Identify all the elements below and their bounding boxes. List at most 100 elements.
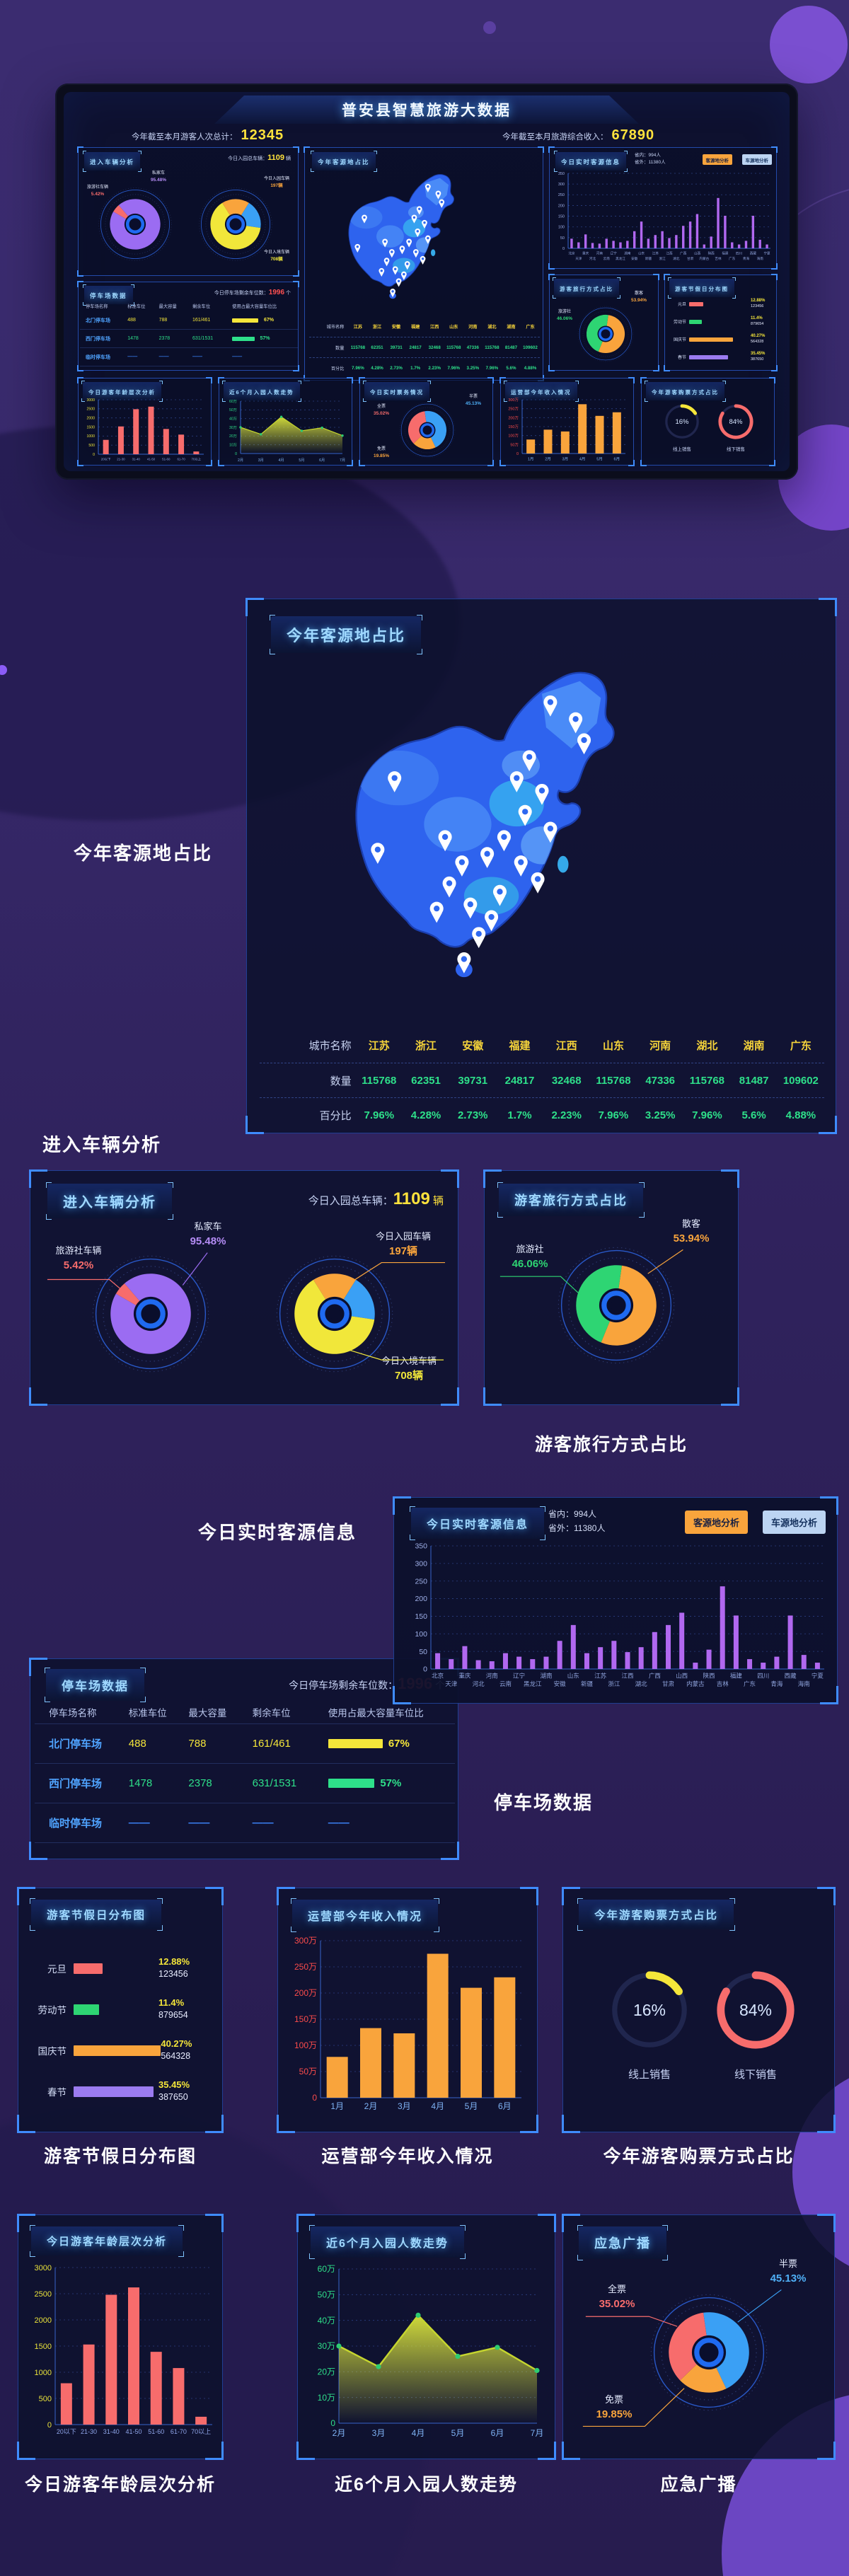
pin-dot [437,192,440,195]
x-tick-label: 吉林 [717,1680,729,1687]
x-tick-label: 广东 [744,1680,756,1687]
area-fill [339,2315,537,2423]
bar [150,2352,162,2425]
pin-dot [423,221,426,224]
decor-ring-dashed [577,306,634,362]
donut-slice [313,1273,357,1314]
parking-row: 西门停车场 1478 2378 631/1531 57% [35,1764,455,1803]
corner-accent [347,377,353,383]
bar-chart: 0 500 1000 1500 2000 2500 3000 20以下 21-30 31-40 41… [35,2264,212,2435]
map-pin [435,190,441,200]
bar [652,1631,657,1669]
decor-ring [100,189,171,260]
corner-accent [157,1898,163,1904]
corner-accent [540,1506,546,1512]
x-tick-label: 海南 [798,1680,810,1687]
usage-pct: 67% [388,1738,410,1750]
x-tick-label: 云南 [603,256,611,261]
y-tick-label: 150万 [294,2014,317,2024]
vehicles-title-badge: 进入车辆分析 [46,1182,173,1220]
holiday-row: 国庆节 40.27% 564328 [669,330,773,348]
mini-ages-title: 今日游客年龄层次分析 [88,389,156,395]
pin-tip [545,706,556,717]
corner-accent [293,146,299,153]
donut-chart [92,1255,209,1373]
y-tick-label: 150 [558,214,565,219]
x-tick-label: 5月 [596,457,603,462]
pin-tip [439,841,451,852]
donut-hub-center [145,1308,156,1319]
pin-dot [421,258,424,260]
y-tick-label: 1000 [86,434,95,439]
data-point [415,2312,421,2318]
corner-accent [206,377,212,383]
pin-tip [422,224,427,229]
bar [766,244,768,248]
mini-callout-inbound: 今日入境车辆 708辆 [263,250,289,262]
vehicle-origin-button[interactable]: 车源地分析 [762,1511,826,1534]
corner-accent [309,2225,315,2231]
corner-accent [662,2225,668,2231]
parking-name: 北门停车场 [86,318,110,323]
corner-accent [270,649,275,654]
map-table-cell: 江西 [555,1040,577,1052]
map-table-cell: 江苏 [353,325,363,330]
pin-dot [400,247,404,250]
pin-tip [412,219,417,224]
parking-value: 488 [128,1738,146,1750]
pin-dot [446,880,453,886]
y-tick-label: 0 [516,452,519,456]
pin-tip [458,963,470,974]
map-pin [439,199,445,208]
x-tick-label: 5月 [299,458,304,463]
holiday-label: 劳动节 [37,2005,67,2016]
corner-accent [178,2225,185,2231]
corner-accent [819,598,837,616]
bar [591,243,594,248]
stat-total-revenue: 今年截至本月旅游综合收入： 67890 [502,127,654,144]
map-pin [457,952,471,974]
pin-tip [498,841,510,852]
bar [717,197,720,248]
bar [654,235,657,248]
x-tick-label: 2月 [238,458,243,463]
usage-bar [328,1779,375,1788]
gauge-chart [612,1971,687,2047]
x-tick-label: 70以上 [192,456,202,461]
corner-accent [577,1898,583,1904]
corner-accent [668,277,671,281]
map-table-cell: 湖南 [507,325,516,330]
corner-accent [497,1182,503,1188]
data-point [300,429,304,432]
pin-dot [427,185,429,188]
donut-hub-center [232,221,239,228]
map-table-cell: 河南 [649,1040,671,1052]
map-table-cell: 山东 [602,1040,624,1052]
mini-parking-title: 停车场数据 [90,292,127,299]
decor-dot-top [483,21,496,34]
data-point [279,415,283,418]
map-pin [415,228,421,238]
gauge-arc [645,1971,683,1996]
pin-tip [524,761,535,772]
corner-accent [17,2115,35,2133]
map-table-row-label: 城市名称 [326,325,345,330]
visitor-origin-button[interactable]: 客源地分析 [684,1511,748,1534]
corner-accent [628,460,635,466]
bar [584,1653,589,1669]
mini-panel-realtime: 今日实时客源信息 省内：994人 省外：11380人 客源地分析 车源地分析 0 5… [548,146,778,270]
holiday-row: 劳动节 11.4% 879654 [669,313,773,330]
corner-accent [653,274,659,280]
corner-accent [577,2225,583,2231]
decor-ring-dashed [276,1255,393,1373]
holiday-count: 123456 [158,1969,188,1980]
map-table-cell: 115768 [485,345,499,350]
y-tick-label: 2500 [86,408,95,412]
y-tick-label: 150 [415,1612,427,1621]
x-tick-label: 青海 [743,256,750,261]
bar [666,1624,671,1669]
province-patch [463,877,519,916]
map-table-cell: 安徽 [462,1040,484,1052]
corner-accent [29,1169,47,1188]
y-tick-label: 2500 [35,2290,52,2299]
